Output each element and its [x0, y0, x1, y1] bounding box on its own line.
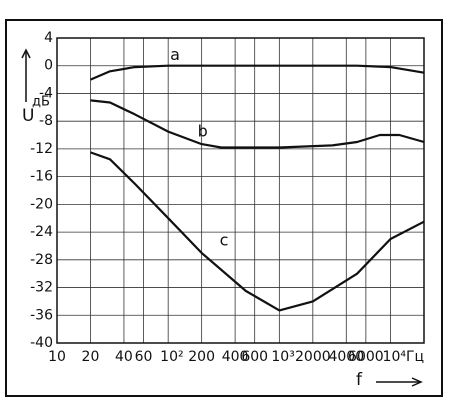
- x-tick-label: 10³: [271, 349, 294, 365]
- series-line: [90, 151, 425, 312]
- y-tick-label: -40: [30, 335, 53, 351]
- x-tick-label: 6000: [348, 349, 384, 365]
- plot-border: [56, 37, 425, 344]
- x-tick-label: 40: [115, 349, 133, 365]
- y-tick-label: -16: [30, 169, 53, 185]
- x-tick-label: 10: [48, 349, 66, 365]
- y-tick-label: -20: [30, 196, 53, 212]
- x-tick-label: 400: [222, 349, 249, 365]
- y-tick-label: -36: [30, 307, 53, 323]
- y-tick-label: -32: [30, 280, 53, 296]
- frame: [5, 19, 443, 397]
- series-label: a: [170, 45, 180, 64]
- series-line: [90, 64, 425, 81]
- x-label: f: [356, 370, 363, 390]
- x-tick-label: 2000: [295, 349, 331, 365]
- y-tick-label: -24: [30, 224, 53, 240]
- x-arrow-head: [411, 377, 423, 387]
- y-arrow-head: [21, 48, 31, 59]
- x-tick-label: 200: [188, 349, 215, 365]
- y-tick-label: -28: [30, 252, 53, 268]
- x-tick-label: 60: [135, 349, 153, 365]
- y-label: U: [22, 106, 34, 126]
- x-tick-label: 10²: [160, 349, 183, 365]
- y-tick-label: 0: [44, 58, 53, 74]
- series-line: [90, 99, 425, 149]
- series-label: c: [220, 230, 229, 249]
- y-tick-label: -12: [30, 141, 53, 157]
- series-label: b: [198, 122, 208, 141]
- y-tick-label: 4: [44, 30, 53, 46]
- x-tick-label: 4000: [328, 349, 364, 365]
- y-tick-label: -4: [39, 85, 53, 101]
- x-tick-label: 600: [241, 349, 268, 365]
- y-unit: дБ: [32, 95, 50, 110]
- x-tick-label: 20: [82, 349, 100, 365]
- x-tick-label: 10⁴Гц: [383, 349, 425, 365]
- y-tick-label: -8: [39, 113, 53, 129]
